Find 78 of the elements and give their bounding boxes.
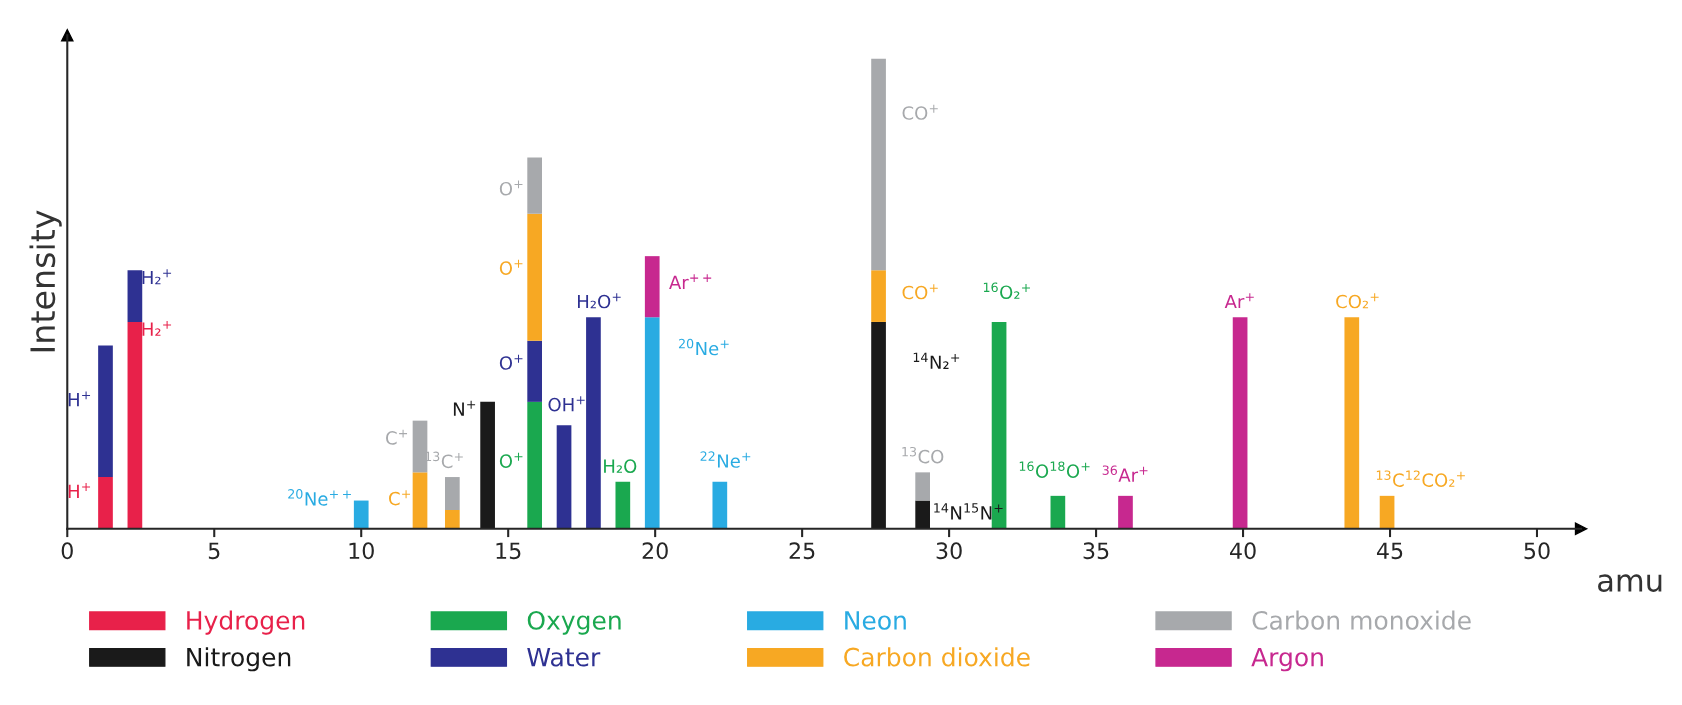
bar xyxy=(644,256,660,318)
annotation: O$^{+}$ xyxy=(499,354,523,370)
bar xyxy=(915,472,930,501)
x-tick-label: 20 xyxy=(642,542,668,560)
annotation: Ar$^{+}$ xyxy=(1224,293,1254,309)
annotation: Ar$^{++}$ xyxy=(669,274,712,289)
legend-label: Neon xyxy=(845,611,906,630)
annotation: CO₂$^{+}$ xyxy=(1336,293,1379,309)
bar xyxy=(527,157,542,214)
annotation: H₂$^{+}$ xyxy=(142,269,172,285)
annotation: C$^{+}$ xyxy=(389,490,411,506)
bar xyxy=(527,213,542,341)
annotation: $^{22}$Ne$^{+}$ xyxy=(700,451,751,468)
bar xyxy=(1379,495,1395,529)
x-tick-label: 25 xyxy=(789,542,815,560)
annotation: $^{13}$CO xyxy=(902,446,944,464)
annotation: $^{13}$C$^{12}$CO₂$^{+}$ xyxy=(1376,470,1465,487)
legend-label: Water xyxy=(527,647,601,667)
x-tick-label: 30 xyxy=(936,542,962,560)
legend-label: Oxygen xyxy=(527,610,621,635)
bar xyxy=(445,477,460,510)
annotation: $^{14}$N$^{15}$N$^{+}$ xyxy=(934,503,1003,520)
annotation: H₂$^{+}$ xyxy=(142,320,172,336)
bar xyxy=(527,401,542,529)
x-tick-label: 15 xyxy=(496,542,521,560)
bar xyxy=(412,420,428,473)
x-tick-label: 5 xyxy=(208,542,220,560)
annotation: $^{20}$Ne$^{+}$ xyxy=(678,338,729,356)
bar xyxy=(98,477,113,529)
annotation: O$^{+}$ xyxy=(499,259,523,275)
bar xyxy=(712,481,728,529)
x-tick-label: 0 xyxy=(61,542,73,560)
annotation: H$^{+}$ xyxy=(68,483,91,498)
legend-label: Carbon monoxide xyxy=(1252,610,1471,630)
annotation: H₂O xyxy=(604,459,637,473)
bar xyxy=(1118,495,1133,529)
annotation: N$^{+}$ xyxy=(453,400,476,416)
bar xyxy=(98,345,113,478)
bar xyxy=(615,481,631,529)
x-tick-label: 35 xyxy=(1083,542,1109,560)
annotation: H$^{+}$ xyxy=(68,391,91,407)
bar xyxy=(445,509,460,529)
bar xyxy=(871,58,886,271)
annotation: O$^{+}$ xyxy=(499,452,523,468)
bar xyxy=(586,317,601,529)
annotation: $^{36}$Ar$^{+}$ xyxy=(1102,465,1148,482)
legend-label: Carbon dioxide xyxy=(844,647,1030,667)
annotation: CO$^{+}$ xyxy=(902,104,938,120)
annotation: $^{16}$O₂$^{+}$ xyxy=(983,282,1030,300)
x-axis-title: amu xyxy=(1598,574,1662,592)
x-tick-label: 40 xyxy=(1229,542,1256,560)
x-tick-label: 50 xyxy=(1524,542,1550,560)
bar xyxy=(1344,317,1360,529)
annotation: $^{20}$Ne$^{++}$ xyxy=(288,489,351,506)
bar xyxy=(644,317,660,529)
bar xyxy=(1232,317,1248,529)
x-tick-label: 10 xyxy=(349,542,374,560)
x-tick-label: 45 xyxy=(1376,542,1403,560)
bar xyxy=(871,270,886,322)
bar xyxy=(412,472,428,529)
annotation: O$^{+}$ xyxy=(499,180,523,196)
bar xyxy=(127,321,143,529)
legend-label: Hydrogen xyxy=(187,610,305,635)
bar xyxy=(1050,495,1066,529)
annotation: C$^{+}$ xyxy=(386,429,408,445)
annotation: OH$^{+}$ xyxy=(548,396,585,412)
annotation: CO$^{+}$ xyxy=(902,284,938,300)
y-axis-title: Intensity xyxy=(29,210,62,352)
bar xyxy=(353,500,369,529)
bar xyxy=(556,425,572,529)
legend-label: Argon xyxy=(1251,647,1323,672)
annotation: $^{16}$O$^{18}$O$^{+}$ xyxy=(1019,461,1090,478)
bar xyxy=(127,270,143,322)
bar xyxy=(527,340,542,402)
bar xyxy=(991,321,1007,529)
annotation: $^{14}$N₂$^{+}$ xyxy=(913,352,960,369)
annotation: H₂O$^{+}$ xyxy=(578,293,621,309)
legend-label: Nitrogen xyxy=(187,647,291,672)
